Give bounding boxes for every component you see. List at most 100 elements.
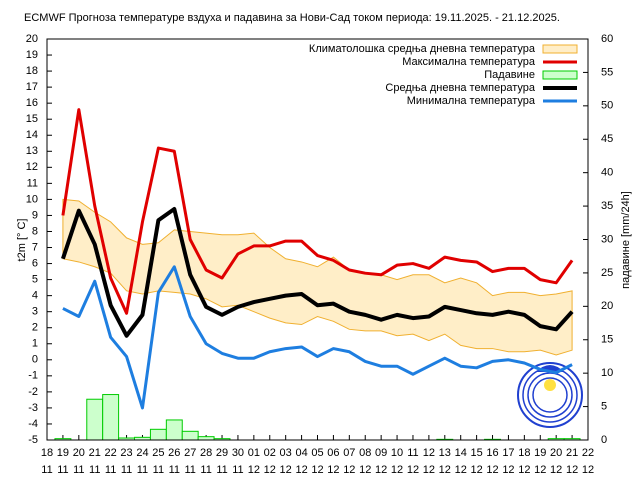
x-tick-label: 15 xyxy=(470,447,482,459)
x-tick-label: 02 xyxy=(264,447,276,459)
x-tick-label: 18 xyxy=(518,447,530,459)
x-tick-label: 30 xyxy=(232,447,244,459)
x-tick-label: 11 xyxy=(137,464,148,476)
y-tick-label: 18 xyxy=(26,65,38,77)
y2-tick-label: 10 xyxy=(601,367,613,379)
precip-bar xyxy=(102,394,120,441)
x-tick-label: 12 xyxy=(534,464,546,476)
x-tick-label: 11 xyxy=(169,464,180,476)
x-tick-label: 12 xyxy=(518,464,530,476)
y2-tick-label: 0 xyxy=(601,434,607,446)
x-tick-label: 11 xyxy=(153,464,164,476)
x-tick-label: 12 xyxy=(359,464,371,476)
y-tick-label: 4 xyxy=(32,290,38,302)
y2-tick-label: 15 xyxy=(601,334,613,346)
x-tick-label: 24 xyxy=(136,447,148,459)
y2-tick-label: 60 xyxy=(601,33,613,45)
legend-label: Средња дневна температура xyxy=(385,82,535,94)
x-tick-label: 04 xyxy=(295,447,307,459)
x-tick-label: 22 xyxy=(582,447,594,459)
x-tick-label: 19 xyxy=(534,447,546,459)
x-tick-label: 11 xyxy=(407,447,418,459)
precip-bar xyxy=(86,398,104,441)
x-tick-label: 26 xyxy=(168,447,180,459)
y-tick-label: 15 xyxy=(26,113,38,125)
x-tick-label: 28 xyxy=(200,447,212,459)
y-tick-label: 8 xyxy=(32,225,38,237)
x-tick-label: 03 xyxy=(280,447,292,459)
x-tick-label: 01 xyxy=(248,447,260,459)
y-tick-label: 11 xyxy=(27,177,38,189)
y2-tick-label: 25 xyxy=(601,267,613,279)
x-tick-label: 14 xyxy=(455,447,467,459)
x-tick-label: 27 xyxy=(184,447,196,459)
x-tick-label: 12 xyxy=(455,464,467,476)
x-tick-label: 19 xyxy=(57,447,69,459)
y-tick-label: 12 xyxy=(26,161,38,173)
y-tick-label: 5 xyxy=(32,274,38,286)
y-tick-label: 2 xyxy=(32,322,38,334)
y2-tick-label: 30 xyxy=(601,233,613,245)
legend-label: Падавине xyxy=(484,69,535,81)
x-tick-label: 12 xyxy=(280,464,292,476)
x-tick-label: 07 xyxy=(343,447,355,459)
x-tick-label: 11 xyxy=(232,464,243,476)
precip-bar xyxy=(149,428,167,441)
x-tick-label: 11 xyxy=(121,464,132,476)
x-tick-label: 12 xyxy=(407,464,419,476)
y2-tick-label: 20 xyxy=(601,300,613,312)
x-tick-label: 11 xyxy=(184,464,195,476)
x-tick-label: 21 xyxy=(566,447,578,459)
x-tick-label: 12 xyxy=(502,464,514,476)
x-tick-label: 22 xyxy=(105,447,117,459)
logo xyxy=(517,362,583,428)
x-tick-label: 12 xyxy=(264,464,276,476)
temp-line xyxy=(61,108,574,315)
y-tick-label: 13 xyxy=(26,145,38,157)
x-tick-label: 12 xyxy=(566,464,578,476)
x-tick-label: 23 xyxy=(120,447,132,459)
y-tick-label: 20 xyxy=(26,33,38,45)
x-tick-label: 29 xyxy=(216,447,228,459)
chart-title: ECMWF Прогноза температуре вздуха и пада… xyxy=(24,12,560,24)
y-tick-label: 16 xyxy=(26,97,38,109)
y2-tick-label: 5 xyxy=(601,400,607,412)
precip-bar xyxy=(165,419,183,441)
y2-tick-label: 35 xyxy=(601,200,613,212)
x-tick-label: 12 xyxy=(470,464,482,476)
legend-swatch xyxy=(542,44,578,54)
y-tick-label: 3 xyxy=(32,306,38,318)
x-tick-label: 21 xyxy=(89,447,101,459)
y-tick-label: -2 xyxy=(28,386,38,398)
x-tick-label: 20 xyxy=(550,447,562,459)
y2-tick-label: 50 xyxy=(601,100,613,112)
x-tick-label: 12 xyxy=(391,464,403,476)
x-tick-label: 11 xyxy=(216,464,227,476)
y-tick-label: 6 xyxy=(32,257,38,269)
x-tick-label: 12 xyxy=(423,464,435,476)
legend-label: Максимална температура xyxy=(402,56,536,68)
x-tick-label: 05 xyxy=(311,447,323,459)
x-tick-label: 08 xyxy=(359,447,371,459)
y-tick-label: -5 xyxy=(28,434,38,446)
x-tick-label: 18 xyxy=(41,447,53,459)
x-tick-label: 12 xyxy=(550,464,562,476)
x-tick-label: 11 xyxy=(57,464,68,476)
x-tick-label: 13 xyxy=(439,447,451,459)
y2-tick-label: 40 xyxy=(601,167,613,179)
y2-axis-label: падавине [mm/24h] xyxy=(620,191,632,289)
y-tick-label: -1 xyxy=(28,370,38,382)
precip-bar xyxy=(197,436,215,441)
y-tick-label: 7 xyxy=(32,241,38,253)
y-tick-label: -3 xyxy=(28,402,38,414)
x-tick-label: 20 xyxy=(73,447,85,459)
x-tick-label: 12 xyxy=(375,464,387,476)
x-tick-label: 12 xyxy=(486,464,498,476)
x-tick-label: 12 xyxy=(248,464,260,476)
legend-label: Климатолошка средња дневна температура xyxy=(309,43,536,55)
plot-frame xyxy=(46,38,589,441)
legend-swatch xyxy=(542,70,578,80)
y-tick-label: 19 xyxy=(26,49,38,61)
